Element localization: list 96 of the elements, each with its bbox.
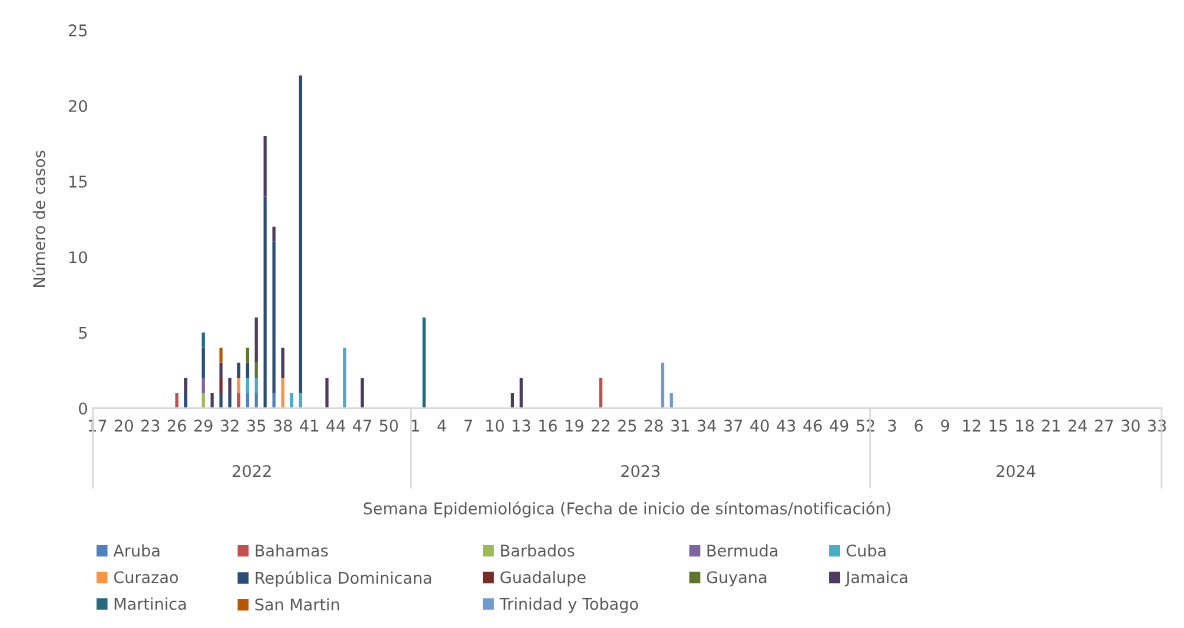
legend-label: República Dominicana	[255, 570, 432, 587]
x-tick-label: 34	[697, 419, 716, 432]
bar	[272, 241, 276, 394]
x-tick-label: 25	[618, 419, 636, 432]
text: 2024	[996, 465, 1036, 478]
bar	[245, 362, 250, 378]
bar	[263, 196, 267, 409]
x-tick-label: 24	[1068, 419, 1087, 432]
y-tick-label: 15	[69, 175, 87, 188]
legend-label: Jamaica	[844, 570, 908, 587]
x-tick-label: 37	[724, 419, 742, 432]
bar	[281, 347, 285, 378]
y-tick-label: 25	[68, 24, 87, 37]
bar	[298, 75, 303, 394]
bar	[201, 377, 205, 394]
x-tick-label: 17	[88, 419, 107, 432]
x-tick-label: 18	[1016, 419, 1034, 432]
x-tick-label: 30	[1121, 419, 1140, 432]
bar	[254, 377, 258, 394]
bar	[254, 362, 258, 378]
bar	[254, 317, 258, 363]
x-tick-label: 49	[829, 419, 849, 432]
x-tick-label: 40	[750, 419, 769, 432]
bar	[245, 377, 250, 394]
bar	[219, 377, 223, 394]
x-tick-label: 28	[644, 419, 663, 432]
x-tick-label: 22	[591, 419, 610, 432]
x-tick-label: 23	[141, 419, 160, 432]
x-tick-label: 29	[194, 419, 213, 432]
x-tick-label: 1	[411, 419, 419, 432]
x-tick-label: 9	[941, 419, 950, 432]
x-tick-label: 32	[220, 419, 239, 432]
bar	[343, 347, 347, 409]
x-tick-label: 15	[989, 419, 1007, 432]
x-tick-label: 46	[803, 419, 822, 432]
x-tick-label: 19	[565, 419, 584, 432]
legend-label: Bahamas	[255, 544, 328, 557]
x-tick-label: 27	[1095, 419, 1113, 432]
bar	[281, 377, 285, 409]
x-tick-label: 10	[486, 419, 504, 432]
x-tick-label: 13	[512, 419, 531, 432]
y-axis-title: Número de casos	[32, 150, 46, 287]
bar	[245, 347, 250, 363]
x-tick-label: 44	[326, 419, 346, 432]
legend-label: Guadalupe	[500, 570, 586, 587]
bar	[237, 377, 241, 394]
x-tick-label: 47	[352, 419, 372, 432]
bar	[219, 362, 223, 378]
x-tick-label: 50	[379, 419, 398, 432]
x-tick-label: 3	[888, 419, 896, 432]
bar	[422, 317, 426, 409]
legend-label: Barbados	[501, 544, 575, 557]
x-tick-label: 4	[437, 419, 446, 432]
x-axis-title: Semana Epidemiológica (Fecha de inicio de síntomas/notificación)	[363, 501, 891, 518]
bar	[184, 377, 188, 394]
legend-label: Curazao	[114, 571, 178, 584]
x-tick-label: 16	[539, 419, 557, 432]
bar	[272, 226, 276, 242]
legend-label: Cuba	[846, 544, 886, 557]
y-tick-label: 5	[79, 327, 87, 339]
x-tick-label: 31	[671, 419, 689, 432]
legend-label: San Martin	[255, 598, 339, 611]
x-tick-label: 20	[114, 419, 133, 432]
bar	[325, 377, 329, 409]
legend-label: Guyana	[706, 571, 767, 587]
bar	[219, 393, 223, 409]
x-tick-label: 26	[167, 419, 186, 432]
x-tick-label: 52	[856, 419, 875, 432]
y-tick-label: 10	[69, 251, 88, 264]
y-tick-label: 20	[68, 99, 88, 113]
bar	[519, 377, 523, 409]
bar	[660, 362, 665, 409]
bar	[599, 377, 603, 409]
legend-label: Bermuda	[707, 544, 778, 557]
bar	[219, 347, 223, 363]
bar	[201, 332, 205, 348]
bar	[263, 136, 267, 197]
x-tick-label: 43	[776, 419, 796, 432]
legend-label: Aruba	[113, 544, 160, 557]
x-tick-label: 21	[1042, 419, 1060, 432]
x-tick-label: 6	[914, 419, 923, 432]
bar	[201, 347, 205, 378]
legend-label: Martinica	[114, 597, 186, 610]
y-tick-label: 0	[78, 402, 88, 415]
bar	[237, 362, 241, 378]
legend-label: Trinidad y Tobago	[499, 597, 639, 613]
x-tick-label: 7	[464, 419, 472, 432]
x-tick-label: 12	[963, 419, 981, 432]
x-tick-label: 35	[247, 419, 266, 432]
bar	[228, 377, 232, 394]
x-tick-label: 38	[273, 419, 292, 432]
text: 2023	[621, 465, 660, 478]
text: 2022	[232, 465, 271, 478]
bar	[272, 393, 276, 409]
x-tick-label: 41	[299, 419, 318, 432]
bar	[360, 377, 364, 409]
